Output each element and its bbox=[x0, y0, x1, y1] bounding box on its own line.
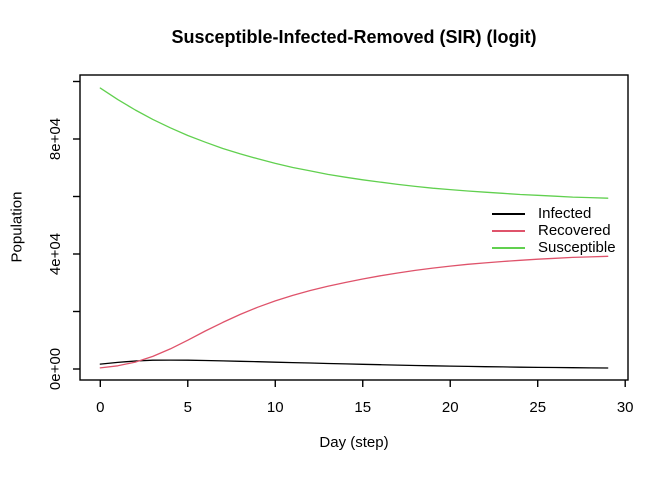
susceptible-line-swatch bbox=[492, 246, 525, 249]
x-tick-label: 15 bbox=[354, 399, 371, 416]
series-line-recovered bbox=[99, 255, 609, 369]
recovered-line-swatch bbox=[492, 229, 525, 232]
legend-label-recovered: Recovered bbox=[538, 222, 611, 239]
y-tick-label: 0e+00 bbox=[47, 348, 64, 390]
y-tick-label: 4e+04 bbox=[47, 233, 64, 275]
x-tick-label: 10 bbox=[267, 399, 284, 416]
x-tick-label: 0 bbox=[96, 399, 104, 416]
legend-item-recovered: Recovered bbox=[492, 222, 616, 239]
x-tick-label: 30 bbox=[617, 399, 634, 416]
legend-item-infected: Infected bbox=[492, 205, 616, 222]
series-line-susceptible bbox=[99, 87, 609, 199]
series-line-infected bbox=[99, 359, 609, 369]
x-tick-label: 5 bbox=[184, 399, 192, 416]
legend-label-susceptible: Susceptible bbox=[538, 239, 616, 256]
x-axis-label: Day (step) bbox=[319, 434, 389, 451]
infected-line-swatch bbox=[492, 212, 525, 215]
x-tick-label: 20 bbox=[442, 399, 459, 416]
legend-item-susceptible: Susceptible bbox=[492, 239, 616, 256]
chart-title: Susceptible-Infected-Removed (SIR) (logi… bbox=[171, 27, 537, 47]
x-tick-label: 25 bbox=[529, 399, 546, 416]
legend: Infected Recovered Susceptible bbox=[492, 205, 616, 256]
legend-label-infected: Infected bbox=[538, 205, 592, 222]
plot-box bbox=[79, 74, 629, 381]
y-tick-label: 8e+04 bbox=[47, 118, 64, 160]
